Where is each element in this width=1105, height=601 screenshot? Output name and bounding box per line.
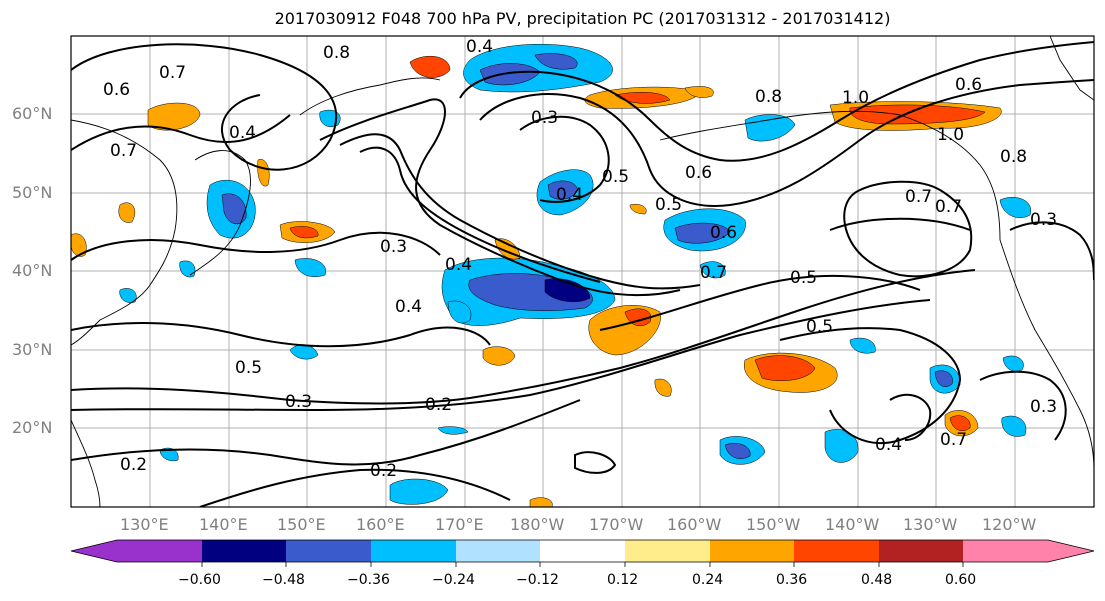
colorbar-segment bbox=[625, 540, 710, 562]
lon-label: 140°W bbox=[825, 515, 880, 534]
contour-label: 0.6 bbox=[685, 163, 712, 183]
lon-label: 160°W bbox=[667, 515, 722, 534]
contour-label: 0.7 bbox=[700, 263, 727, 283]
contour-label: 1.0 bbox=[937, 125, 964, 145]
contour-label: 0.5 bbox=[806, 317, 833, 337]
colorbar bbox=[70, 539, 1095, 567]
colorbar-segment bbox=[71, 540, 202, 562]
contour-label: 0.5 bbox=[655, 195, 682, 215]
lat-label: 20°N bbox=[12, 418, 53, 437]
contour-label: 0.7 bbox=[940, 430, 967, 450]
contour-label: 0.2 bbox=[425, 395, 452, 415]
contour-label: 0.6 bbox=[710, 223, 737, 243]
contour-label: 0.6 bbox=[955, 75, 982, 95]
contour-label: 0.8 bbox=[1000, 147, 1027, 167]
contour-label: 0.5 bbox=[602, 167, 629, 187]
contour-label: 0.4 bbox=[445, 255, 472, 275]
contour-label: 0.6 bbox=[103, 80, 130, 100]
lat-label: 40°N bbox=[12, 261, 53, 280]
colorbar-tick-label: −0.48 bbox=[262, 572, 305, 588]
lon-label: 140°E bbox=[199, 515, 248, 534]
colorbar-segment bbox=[540, 540, 625, 562]
map-frame bbox=[70, 35, 1095, 508]
coastlines bbox=[71, 36, 1094, 507]
contour-label: 0.3 bbox=[1030, 210, 1057, 230]
lon-label: 150°E bbox=[277, 515, 326, 534]
colorbar-segment bbox=[710, 540, 794, 562]
pv-contours bbox=[71, 41, 1094, 507]
lat-label: 60°N bbox=[12, 104, 53, 123]
colorbar-tick-label: 0.12 bbox=[607, 572, 639, 588]
contour-label: 0.7 bbox=[905, 187, 932, 207]
map-title: 2017030912 F048 700 hPa PV, precipitatio… bbox=[274, 9, 891, 28]
contour-label: 0.4 bbox=[875, 435, 902, 455]
lat-label: 50°N bbox=[12, 183, 53, 202]
colorbar-segment bbox=[202, 540, 286, 562]
contour-label: 0.5 bbox=[790, 268, 817, 288]
lon-label: 160°E bbox=[356, 515, 405, 534]
contour-label: 0.3 bbox=[380, 237, 407, 257]
colorbar-tick-label: −0.36 bbox=[347, 572, 390, 588]
contour-label: 0.4 bbox=[466, 37, 493, 57]
colorbar-outline bbox=[70, 539, 1095, 563]
lon-label: 170°W bbox=[589, 515, 644, 534]
contour-labels: 0.8 0.4 0.7 0.6 0.4 0.7 0.3 0.4 0.5 0.6 … bbox=[103, 37, 1057, 481]
colorbar-segment bbox=[963, 540, 1094, 562]
contour-label: 1.0 bbox=[842, 88, 869, 108]
contour-label: 0.4 bbox=[229, 123, 256, 143]
lon-label: 130°W bbox=[903, 515, 958, 534]
contour-label: 0.2 bbox=[120, 455, 147, 475]
colorbar-segment bbox=[286, 540, 371, 562]
contour-label: 0.7 bbox=[935, 197, 962, 217]
contour-label: 0.8 bbox=[755, 87, 782, 107]
precipitation-patches bbox=[71, 44, 1032, 507]
colorbar-tick-label: 0.36 bbox=[776, 572, 808, 588]
lon-label: 170°E bbox=[435, 515, 484, 534]
lon-label: 150°W bbox=[746, 515, 801, 534]
lon-label: 120°W bbox=[982, 515, 1037, 534]
colorbar-segment bbox=[456, 540, 540, 562]
contour-label: 0.4 bbox=[556, 185, 583, 205]
lon-label: 180°W bbox=[510, 515, 565, 534]
colorbar-tick-label: 0.60 bbox=[945, 572, 977, 588]
lon-label: 130°E bbox=[120, 515, 169, 534]
colorbar-tick-label: −0.12 bbox=[516, 572, 559, 588]
contour-label: 0.5 bbox=[235, 358, 262, 378]
contour-label: 0.7 bbox=[159, 63, 186, 83]
contour-label: 0.3 bbox=[285, 392, 312, 412]
colorbar-segment bbox=[371, 540, 456, 562]
contour-label: 0.8 bbox=[323, 43, 350, 63]
colorbar-segment bbox=[794, 540, 879, 562]
colorbar-segment bbox=[879, 540, 963, 562]
colorbar-tick-label: −0.60 bbox=[178, 572, 221, 588]
colorbar-tick-label: −0.24 bbox=[432, 572, 475, 588]
colorbar-tick-label: 0.48 bbox=[861, 572, 893, 588]
contour-label: 0.2 bbox=[370, 461, 397, 481]
contour-label: 0.7 bbox=[110, 141, 137, 161]
lat-label: 30°N bbox=[12, 340, 53, 359]
contour-label: 0.4 bbox=[395, 297, 422, 317]
contour-label: 0.3 bbox=[531, 108, 558, 128]
colorbar-tick-label: 0.24 bbox=[692, 572, 724, 588]
contour-label: 0.3 bbox=[1030, 397, 1057, 417]
